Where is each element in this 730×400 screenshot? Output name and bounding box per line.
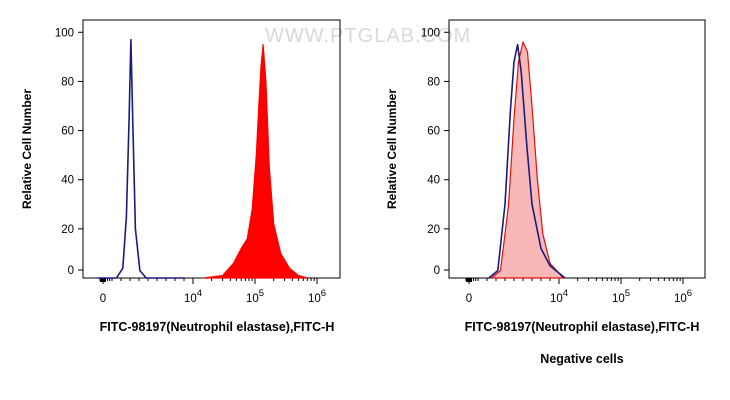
histogram-right: 0 20 40 60 80 100 0 104 105 106 Relative Cell Numb… bbox=[385, 19, 706, 366]
y-axis-label: Relative Cell Number bbox=[385, 89, 399, 209]
x-tick-label: 104 bbox=[550, 288, 568, 305]
histogram-line-series bbox=[97, 38, 184, 279]
y-axis-label: Relative Cell Number bbox=[20, 89, 34, 209]
histogram-line-series bbox=[488, 43, 566, 279]
y-tick-label: 40 bbox=[61, 175, 74, 187]
x-axis-label: FITC-98197(Neutrophil elastase),FITC-H bbox=[100, 320, 335, 334]
y-tick-label: 40 bbox=[427, 175, 440, 187]
x-tick-label: 105 bbox=[612, 288, 630, 305]
chart-subtitle: Negative cells bbox=[540, 352, 623, 366]
x-tick-label: 106 bbox=[674, 288, 692, 305]
plot-frame bbox=[448, 19, 706, 279]
x-tick-label: 0 bbox=[100, 293, 106, 305]
plot-frame bbox=[82, 19, 341, 279]
histogram-left: 0 20 40 60 80 100 0 104 105 106 Relative Cell Numb… bbox=[20, 19, 341, 334]
y-tick-label: 100 bbox=[55, 27, 74, 39]
y-tick-label: 60 bbox=[427, 126, 440, 138]
y-tick-label: 0 bbox=[68, 265, 74, 277]
y-tick-label: 80 bbox=[61, 76, 74, 88]
y-tick-label: 100 bbox=[421, 27, 440, 39]
x-tick-label: 104 bbox=[184, 288, 202, 305]
histogram-filled-series bbox=[490, 41, 564, 279]
y-tick-label: 20 bbox=[427, 224, 440, 236]
x-tick-label: 0 bbox=[466, 293, 472, 305]
y-tick-label: 20 bbox=[61, 224, 74, 236]
y-tick-label: 80 bbox=[427, 76, 440, 88]
x-axis-label: FITC-98197(Neutrophil elastase),FITC-H bbox=[465, 320, 700, 334]
x-tick-label: 105 bbox=[246, 288, 264, 305]
x-tick-label: 106 bbox=[308, 288, 326, 305]
watermark-text: WWW.PTGLAB.COM bbox=[265, 25, 471, 47]
y-tick-label: 0 bbox=[434, 265, 440, 277]
histogram-filled-series bbox=[203, 44, 308, 279]
y-tick-label: 60 bbox=[61, 126, 74, 138]
